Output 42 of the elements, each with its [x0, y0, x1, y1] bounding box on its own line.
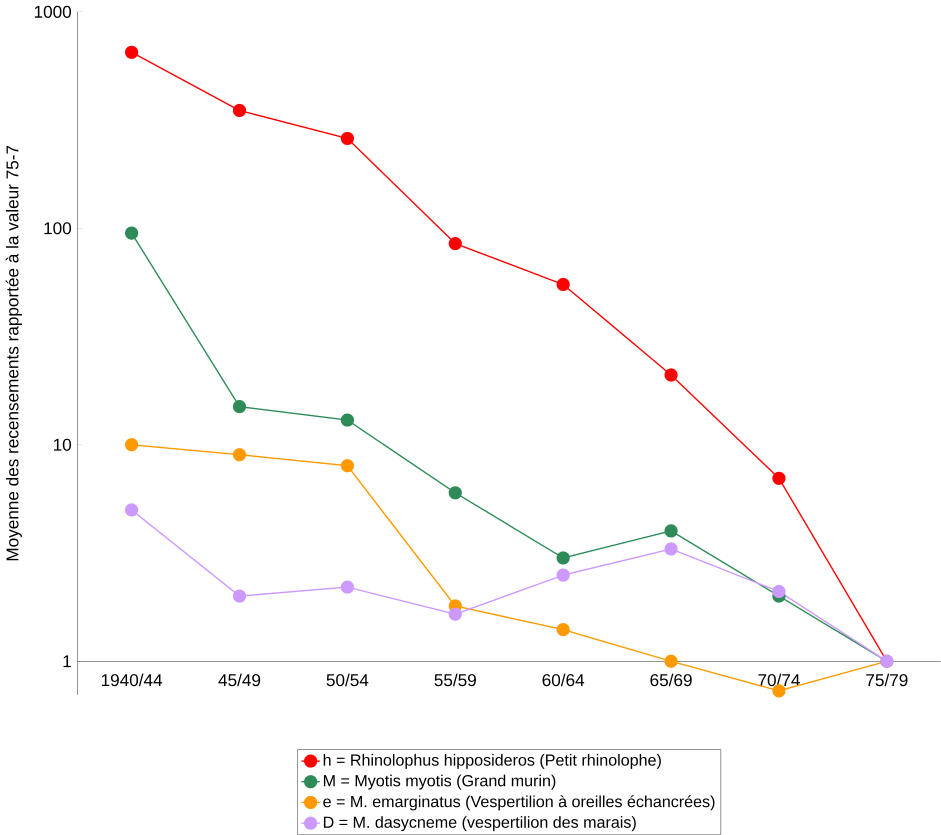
y-tick-label: 100 — [44, 222, 72, 234]
point — [232, 448, 246, 462]
point — [448, 608, 462, 621]
x-tick-label: 60/64 — [542, 674, 584, 686]
x-tick-label: 70/74 — [758, 674, 800, 686]
point — [664, 524, 678, 538]
point — [340, 580, 354, 594]
point — [232, 590, 246, 603]
point — [340, 132, 354, 146]
point — [556, 623, 570, 636]
point — [125, 503, 138, 517]
point — [125, 46, 138, 59]
point — [448, 486, 462, 500]
y-tick-label: 10 — [54, 438, 72, 451]
point — [664, 654, 678, 668]
point — [664, 368, 678, 382]
legend-label: M = Myotis myotis (Grand murin) — [324, 774, 556, 790]
point — [556, 278, 570, 292]
x-tick-label: 50/54 — [326, 674, 368, 686]
point — [556, 551, 570, 565]
point — [232, 104, 246, 118]
point — [556, 568, 570, 582]
y-tick-label: 1000 — [34, 6, 72, 18]
legend-label: e = M. emarginatus (Vespertilion à oreilles échancrées) — [323, 795, 714, 811]
point — [340, 459, 354, 472]
x-tick-label: 45/49 — [218, 674, 260, 686]
point — [232, 400, 246, 414]
y-axis-title: Moyenne des recensements rapportée à la valeur 75-7 — [6, 146, 22, 560]
legend-label: h = Rhinolophus hipposideros (Petit rhinolophe) — [324, 754, 661, 769]
point — [772, 472, 786, 485]
x-tick-label: 75/79 — [866, 674, 908, 686]
point — [125, 438, 138, 452]
point — [125, 226, 138, 240]
y-tick-label: 1 — [64, 655, 71, 668]
point — [340, 414, 354, 427]
point — [664, 542, 678, 556]
x-tick-label: 55/59 — [434, 674, 476, 686]
point — [772, 584, 786, 598]
x-tick-label: 65/69 — [650, 674, 692, 686]
legend-label: D = M. dasycneme (vespertilion des marais) — [324, 816, 636, 832]
x-tick-label: 1940/44 — [102, 674, 162, 686]
point — [448, 237, 462, 250]
